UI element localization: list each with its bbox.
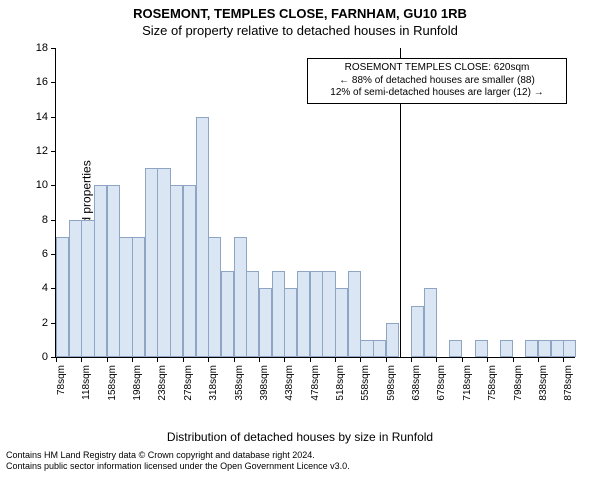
histogram-bar <box>246 271 259 357</box>
y-tick: 16 <box>36 76 56 88</box>
x-tick: 638sqm <box>411 357 422 401</box>
annotation-box: ROSEMONT TEMPLES CLOSE: 620sqm← 88% of d… <box>307 58 567 104</box>
y-tick: 4 <box>42 282 56 294</box>
y-tick: 8 <box>42 214 56 226</box>
y-tick: 12 <box>36 145 56 157</box>
histogram-bar <box>500 340 513 357</box>
histogram-bar <box>56 237 69 357</box>
histogram-bar <box>196 117 209 357</box>
x-tick: 518sqm <box>335 357 346 401</box>
histogram-bar <box>208 237 221 357</box>
histogram-bar <box>424 288 437 357</box>
histogram-bar <box>234 237 247 357</box>
footer-attribution: Contains HM Land Registry data © Crown c… <box>0 448 600 473</box>
x-tick: 678sqm <box>436 357 447 401</box>
x-tick: 558sqm <box>360 357 371 401</box>
histogram-bar <box>297 271 310 357</box>
annotation-line: ROSEMONT TEMPLES CLOSE: 620sqm <box>314 62 560 75</box>
x-tick: 798sqm <box>513 357 524 401</box>
histogram-bar <box>259 288 272 357</box>
histogram-bar <box>322 271 335 357</box>
chart-container: Number of detached properties 0246810121… <box>0 38 600 448</box>
x-tick: 358sqm <box>234 357 245 401</box>
histogram-bar <box>107 185 120 357</box>
x-tick: 398sqm <box>259 357 270 401</box>
histogram-bar <box>119 237 132 357</box>
histogram-bar <box>475 340 488 357</box>
annotation-line: ← 88% of detached houses are smaller (88… <box>314 75 560 88</box>
y-tick: 0 <box>42 351 56 363</box>
histogram-bar <box>449 340 462 357</box>
histogram-bar <box>69 220 82 357</box>
histogram-bar <box>335 288 348 357</box>
y-tick: 6 <box>42 248 56 260</box>
y-tick: 18 <box>36 42 56 54</box>
histogram-bar <box>373 340 386 357</box>
histogram-bar <box>386 323 399 357</box>
histogram-bar <box>360 340 373 357</box>
histogram-bar <box>310 271 323 357</box>
y-tick: 14 <box>36 111 56 123</box>
plot-area: 02468101214161878sqm118sqm158sqm198sqm23… <box>55 48 575 358</box>
x-tick: 478sqm <box>310 357 321 401</box>
histogram-bar <box>183 185 196 357</box>
histogram-bar <box>272 271 285 357</box>
histogram-bar <box>551 340 564 357</box>
histogram-bar <box>348 271 361 357</box>
x-tick: 118sqm <box>81 357 92 400</box>
histogram-bar <box>132 237 145 357</box>
histogram-bar <box>145 168 158 357</box>
footer-line-2: Contains public sector information licen… <box>6 461 594 472</box>
x-tick: 318sqm <box>208 357 219 401</box>
x-tick: 78sqm <box>56 357 67 395</box>
x-axis-label: Distribution of detached houses by size … <box>0 430 600 444</box>
x-tick: 158sqm <box>107 357 118 401</box>
x-tick: 438sqm <box>284 357 295 401</box>
histogram-bar <box>221 271 234 357</box>
x-tick: 718sqm <box>462 357 473 401</box>
y-tick: 10 <box>36 179 56 191</box>
x-tick: 758sqm <box>487 357 498 401</box>
histogram-bar <box>411 306 424 358</box>
x-tick: 238sqm <box>157 357 168 401</box>
y-tick: 2 <box>42 317 56 329</box>
histogram-bar <box>284 288 297 357</box>
histogram-bar <box>563 340 576 357</box>
chart-title-sub: Size of property relative to detached ho… <box>0 21 600 38</box>
footer-line-1: Contains HM Land Registry data © Crown c… <box>6 450 594 461</box>
x-tick: 598sqm <box>386 357 397 401</box>
histogram-bar <box>94 185 107 357</box>
chart-title-main: ROSEMONT, TEMPLES CLOSE, FARNHAM, GU10 1… <box>0 0 600 21</box>
annotation-line: 12% of semi-detached houses are larger (… <box>314 87 560 100</box>
histogram-bar <box>525 340 538 357</box>
x-tick: 878sqm <box>563 357 574 401</box>
x-tick: 838sqm <box>538 357 549 401</box>
histogram-bar <box>157 168 170 357</box>
x-tick: 278sqm <box>183 357 194 401</box>
histogram-bar <box>538 340 551 357</box>
x-tick: 198sqm <box>132 357 143 401</box>
histogram-bar <box>170 185 183 357</box>
histogram-bar <box>81 220 94 357</box>
